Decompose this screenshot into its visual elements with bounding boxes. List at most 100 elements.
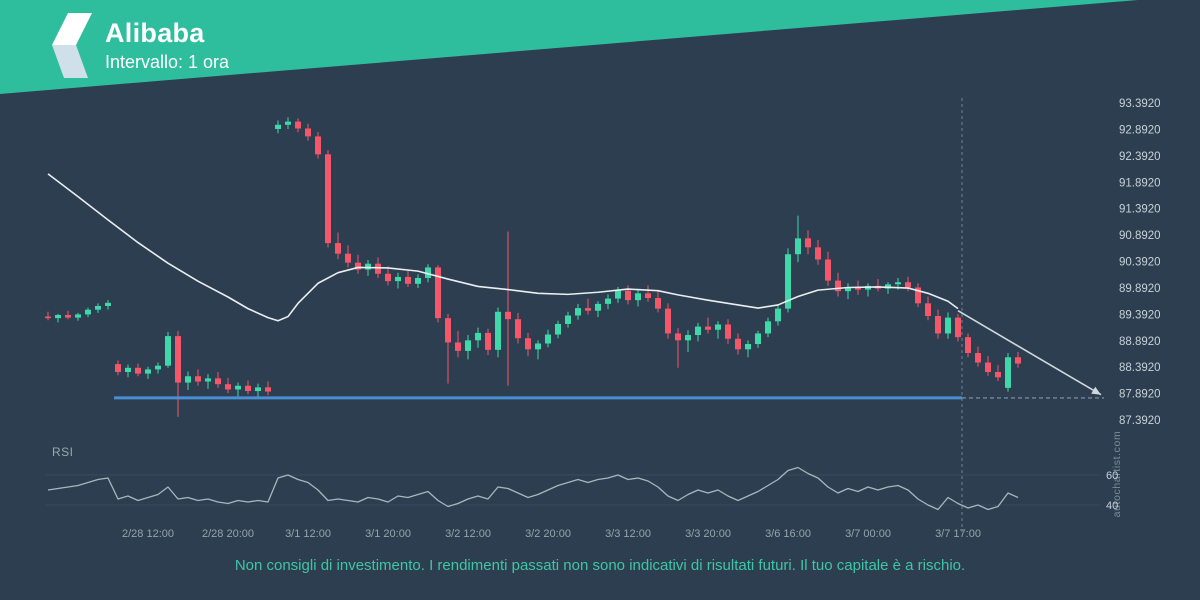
price-axis-label: 87.8920 xyxy=(1119,389,1161,401)
candle-body xyxy=(405,276,411,284)
forecast-line xyxy=(957,310,1102,396)
candle-body xyxy=(885,284,891,289)
price-axis-label: 87.3920 xyxy=(1119,415,1161,427)
candle-body xyxy=(145,369,151,374)
candle-body xyxy=(635,293,641,301)
price-axis-label: 88.3920 xyxy=(1119,362,1161,374)
watermark-text: autochartist.com xyxy=(1111,431,1123,518)
candle-body xyxy=(755,333,761,345)
candle-body xyxy=(715,324,721,330)
candle-body xyxy=(315,136,321,155)
candle-body xyxy=(75,314,81,318)
candle-body xyxy=(745,344,751,350)
rsi-panel-label: RSI xyxy=(52,445,74,459)
interval-subtitle: Intervallo: 1 ora xyxy=(105,52,230,72)
candle-body xyxy=(255,387,261,392)
candle-body xyxy=(955,317,961,338)
x-axis-label: 3/7 00:00 xyxy=(845,528,891,540)
candle-body xyxy=(835,280,841,292)
candle-body xyxy=(665,308,671,334)
rsi-line xyxy=(47,466,1019,511)
price-axis-label: 90.8920 xyxy=(1119,230,1161,242)
logo-icon xyxy=(52,13,92,78)
candle-body xyxy=(795,238,801,255)
disclaimer-text: Non consigli di investimento. I rendimen… xyxy=(234,557,966,574)
rsi-tick-label: 60 xyxy=(1106,470,1118,482)
price-axis-label: 91.8920 xyxy=(1119,177,1161,189)
candle-body xyxy=(185,376,191,383)
price-axis-label: 89.8920 xyxy=(1119,283,1161,295)
candle-body xyxy=(385,273,391,282)
candle-body xyxy=(285,121,291,125)
candle-body xyxy=(605,298,611,304)
x-axis-label: 3/3 12:00 xyxy=(605,528,651,540)
candle-body xyxy=(945,317,951,334)
header-banner xyxy=(0,0,1138,94)
candle-body xyxy=(1015,357,1021,364)
candle-body xyxy=(805,238,811,248)
candle-body xyxy=(485,332,491,350)
candle-body xyxy=(365,263,371,270)
moving-average-line xyxy=(47,173,959,322)
price-axis-label: 93.3920 xyxy=(1119,98,1161,110)
candle-body xyxy=(475,332,481,341)
logo-bottom-shape xyxy=(52,45,88,78)
candle-body xyxy=(275,124,281,129)
forecast-arrowhead xyxy=(1091,386,1101,395)
candle-body xyxy=(335,243,341,254)
candle-body xyxy=(245,385,251,392)
candle-body xyxy=(135,367,141,374)
candle-body xyxy=(775,308,781,322)
candle-body xyxy=(505,311,511,320)
candle-body xyxy=(195,376,201,382)
candle-body xyxy=(65,314,71,318)
candle-body xyxy=(595,303,601,311)
candle-body xyxy=(845,287,851,292)
candle-body xyxy=(765,321,771,334)
price-axis-label: 90.3920 xyxy=(1119,257,1161,269)
x-axis-label: 3/7 17:00 xyxy=(935,528,981,540)
candle-body xyxy=(815,247,821,260)
rsi-tick-label: 40 xyxy=(1106,500,1118,512)
candle-body xyxy=(45,316,51,319)
x-axis-label: 2/28 12:00 xyxy=(122,528,174,540)
candle-body xyxy=(615,290,621,299)
candle-body xyxy=(825,259,831,281)
candle-body xyxy=(435,267,441,319)
candle-body xyxy=(975,353,981,363)
x-axis-label: 3/2 12:00 xyxy=(445,528,491,540)
candle-body xyxy=(965,337,971,354)
candle-body xyxy=(675,333,681,341)
logo-top-shape xyxy=(52,13,92,45)
candle-body xyxy=(395,276,401,282)
candle-body xyxy=(995,372,1001,378)
x-axis-label: 3/2 20:00 xyxy=(525,528,571,540)
candle-body xyxy=(515,319,521,339)
candle-body xyxy=(105,302,111,306)
candle-body xyxy=(525,338,531,350)
x-axis-label: 3/1 20:00 xyxy=(365,528,411,540)
candle-body xyxy=(925,303,931,317)
x-axis-label: 3/3 20:00 xyxy=(685,528,731,540)
candle-body xyxy=(735,338,741,350)
candle-body xyxy=(985,362,991,373)
candle-body xyxy=(785,254,791,309)
candle-body xyxy=(445,318,451,343)
candle-body xyxy=(55,314,61,319)
candle-body xyxy=(355,262,361,270)
price-axis-label: 88.8920 xyxy=(1119,336,1161,348)
candle-body xyxy=(535,343,541,350)
candle-body xyxy=(205,378,211,382)
candle-body xyxy=(585,308,591,311)
instrument-title: Alibaba xyxy=(105,18,205,48)
candle-body xyxy=(465,340,471,351)
price-axis-label: 92.3920 xyxy=(1119,151,1161,163)
price-axis-label: 89.3920 xyxy=(1119,309,1161,321)
candle-body xyxy=(305,128,311,137)
candle-body xyxy=(685,335,691,341)
candle-body xyxy=(95,305,101,310)
candle-body xyxy=(155,365,161,370)
candle-body xyxy=(905,282,911,288)
candle-body xyxy=(225,384,231,390)
